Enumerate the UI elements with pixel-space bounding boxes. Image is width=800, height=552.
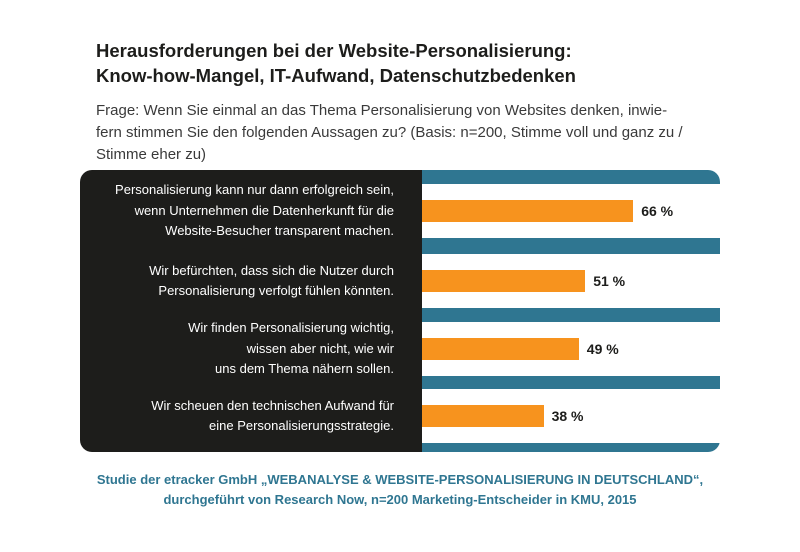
category-label-line: Wir befürchten, dass sich die Nutzer dur… [149,262,394,278]
statement-label-panel [80,170,422,452]
category-label: Wir scheuen den technischen Aufwand für e… [90,396,394,437]
category-label-line: Personalisierung verfolgt fühlen könnten… [158,283,394,298]
category-label-line: Personalisierung kann nur dann erfolgrei… [115,182,394,198]
bar-value-label: 51 % [593,273,626,289]
category-label: Wir befürchten, dass sich die Nutzer dur… [90,261,394,302]
category-label-line: wenn Unternehmen die Datenherkunft für d… [134,202,394,218]
bar [422,200,634,222]
category-label: Personalisierung kann nur dann erfolgrei… [90,180,394,242]
source-note-line-2: durchgeführt von Research Now, n=200 Mar… [163,492,637,507]
category-label-line: wissen aber nicht, wie wir [246,340,394,356]
category-label-line: uns dem Thema nähern sollen. [215,361,394,377]
bar [422,338,579,360]
bar-value-label: 38 % [551,408,584,424]
bar-value-label: 49 % [586,341,619,357]
category-label-line: Website-Besucher transparent machen. [165,223,394,239]
survey-question-line-3: Stimme eher zu) [96,146,207,163]
chart-title: Herausforderungen bei der Website-Person… [96,38,736,88]
survey-question: Frage: Wenn Sie einmal an das Thema Pers… [96,100,716,166]
source-note: Studie der etracker GmbH „WEBANALYSE & W… [40,470,760,510]
category-label: Wir finden Personalisierung wichtig, wiss… [90,318,394,380]
source-note-line-1: Studie der etracker GmbH „WEBANALYSE & W… [96,472,704,487]
chart-title-line-2: Know-how-Mangel, IT-Aufwand, Datenschutz… [96,65,576,86]
chart-title-line-1: Herausforderungen bei der Website-Person… [96,40,572,61]
survey-question-line-1: Frage: Wenn Sie einmal an das Thema Pers… [96,102,668,119]
survey-question-line-2: fern stimmen Sie den folgenden Aussagen … [96,124,683,141]
bar-value-label: 66 % [641,203,674,219]
category-label-line: Wir scheuen den technischen Aufwand für [151,397,394,413]
category-label-line: eine Personalisierungsstrategie. [209,418,394,433]
category-label-line: Wir finden Personalisierung wichtig, [188,320,394,336]
bar [422,270,586,292]
bar [422,405,544,427]
